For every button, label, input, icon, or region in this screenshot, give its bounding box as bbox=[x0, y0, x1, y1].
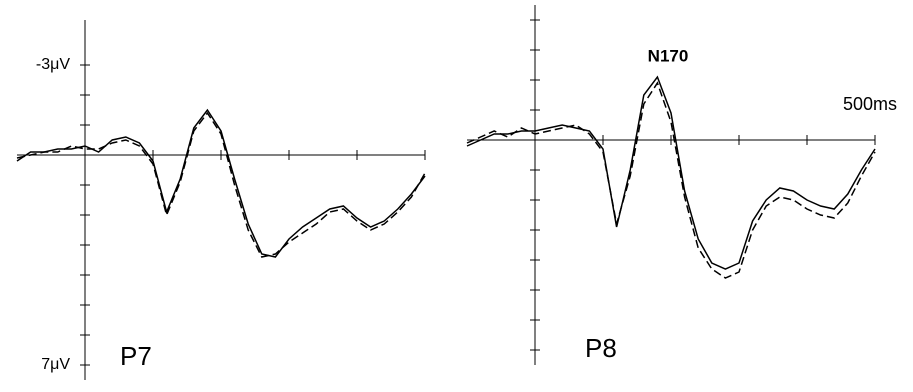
annotation: N170 bbox=[648, 46, 689, 65]
panel-label: P7 bbox=[120, 341, 152, 371]
waveform bbox=[466, 81, 876, 279]
y-tick-label: 7μV bbox=[41, 356, 70, 373]
panel-label: P8 bbox=[585, 333, 617, 363]
waveform bbox=[16, 108, 426, 258]
waveform bbox=[466, 75, 876, 270]
x-axis-label: 500ms bbox=[843, 94, 897, 114]
y-tick-label: -3μV bbox=[36, 56, 70, 73]
waveform bbox=[16, 111, 426, 258]
